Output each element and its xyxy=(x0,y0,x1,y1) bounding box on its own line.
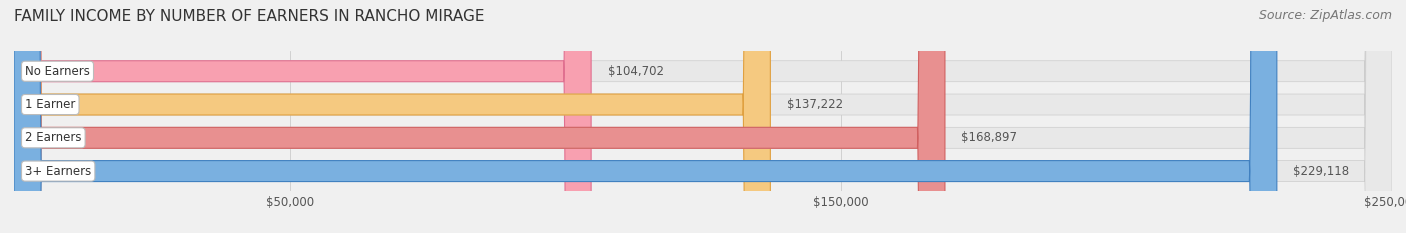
Text: 2 Earners: 2 Earners xyxy=(25,131,82,144)
Text: Source: ZipAtlas.com: Source: ZipAtlas.com xyxy=(1258,9,1392,22)
FancyBboxPatch shape xyxy=(14,0,1392,233)
Text: FAMILY INCOME BY NUMBER OF EARNERS IN RANCHO MIRAGE: FAMILY INCOME BY NUMBER OF EARNERS IN RA… xyxy=(14,9,485,24)
Text: 3+ Earners: 3+ Earners xyxy=(25,164,91,178)
Text: No Earners: No Earners xyxy=(25,65,90,78)
Text: 1 Earner: 1 Earner xyxy=(25,98,76,111)
FancyBboxPatch shape xyxy=(14,0,945,233)
FancyBboxPatch shape xyxy=(14,0,1392,233)
FancyBboxPatch shape xyxy=(14,0,770,233)
FancyBboxPatch shape xyxy=(14,0,591,233)
FancyBboxPatch shape xyxy=(14,0,1392,233)
Text: $168,897: $168,897 xyxy=(962,131,1018,144)
Text: $104,702: $104,702 xyxy=(607,65,664,78)
Text: $229,118: $229,118 xyxy=(1294,164,1350,178)
Text: $137,222: $137,222 xyxy=(787,98,844,111)
FancyBboxPatch shape xyxy=(14,0,1277,233)
FancyBboxPatch shape xyxy=(14,0,1392,233)
